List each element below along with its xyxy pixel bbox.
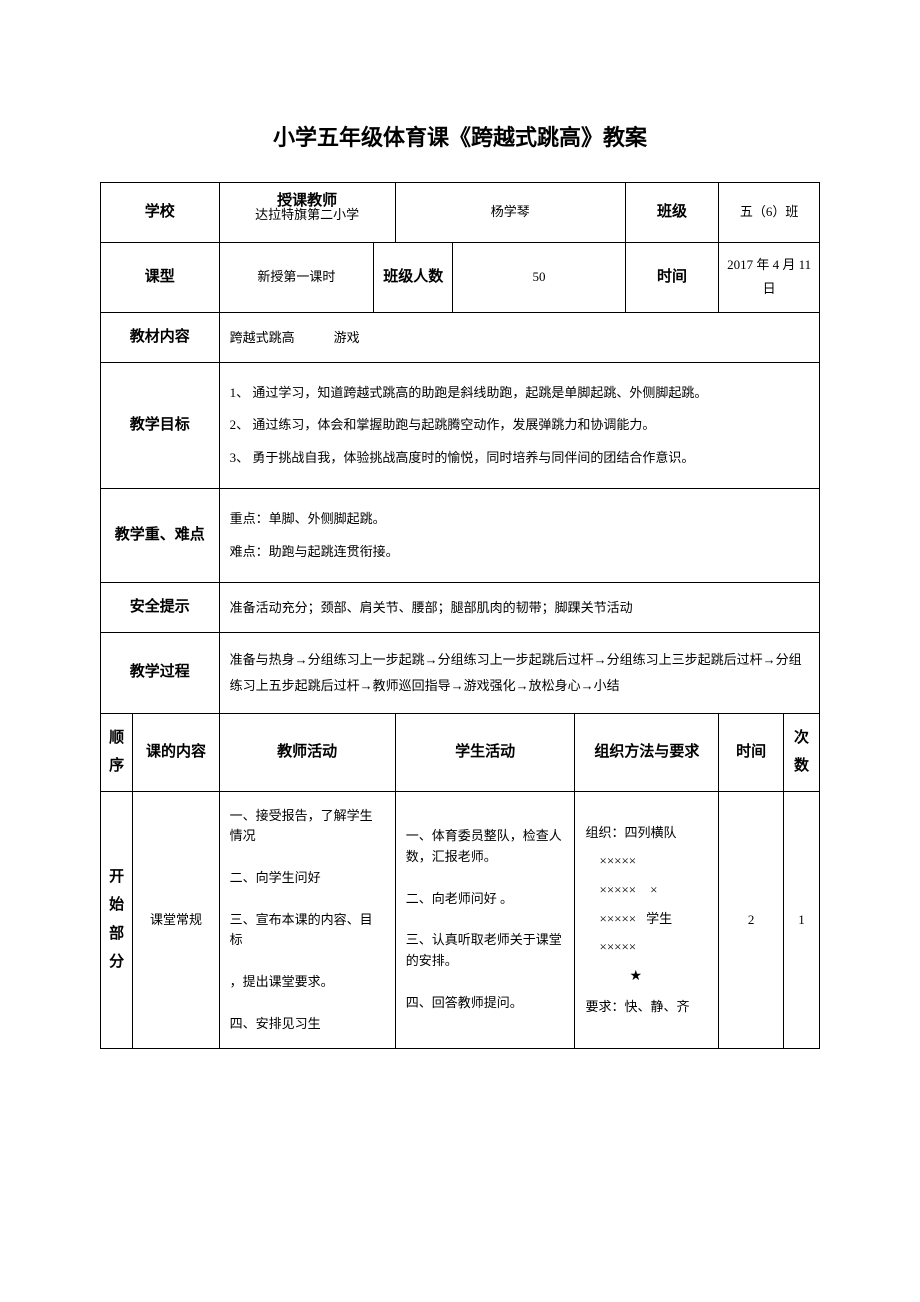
page-title: 小学五年级体育课《跨越式跳高》教案 bbox=[100, 120, 820, 152]
size-value: 50 bbox=[453, 242, 626, 312]
method-r4: ××××× bbox=[585, 933, 708, 962]
row1-time: 2 bbox=[719, 791, 784, 1049]
goal-3: 3、 勇于挑战自我，体验挑战高度时的愉悦，同时培养与同伴间的团结合作意识。 bbox=[230, 442, 809, 475]
process-label: 教学过程 bbox=[101, 632, 220, 713]
process-value: 准备与热身→分组练习上一步起跳→分组练习上一步起跳后过杆→分组练习上三步起跳后过… bbox=[219, 632, 819, 713]
lesson-plan-table: 学校 授课教师 达拉特旗第二小学 杨学琴 班级 五（6）班 课型 新授第一课时 … bbox=[100, 182, 820, 1049]
col-method: 组织方法与要求 bbox=[575, 713, 719, 791]
size-label: 班级人数 bbox=[374, 242, 453, 312]
method-r3a: ××××× bbox=[599, 905, 636, 934]
method-star: ★ bbox=[585, 962, 708, 993]
material-label: 教材内容 bbox=[101, 313, 220, 363]
class-label: 班级 bbox=[625, 183, 718, 243]
material-value: 跨越式跳高 游戏 bbox=[219, 313, 819, 363]
col-order: 顺序 bbox=[101, 713, 133, 791]
school-value-cell: 授课教师 达拉特旗第二小学 bbox=[219, 183, 395, 243]
row1-teacher: 一、接受报告，了解学生情况 二、向学生问好 三、宣布本课的内容、目标 ，提出课堂… bbox=[219, 791, 395, 1049]
goal-2: 2、 通过练习，体会和掌握助跑与起跳腾空动作，发展弹跳力和协调能力。 bbox=[230, 409, 809, 442]
diff-label: 教学重、难点 bbox=[101, 489, 220, 583]
time-label: 时间 bbox=[625, 242, 718, 312]
type-value: 新授第一课时 bbox=[219, 242, 374, 312]
diff-2: 难点：助跑与起跳连贯衔接。 bbox=[230, 536, 809, 569]
type-label: 课型 bbox=[101, 242, 220, 312]
method-r3b: 学生 bbox=[646, 905, 672, 934]
goal-1: 1、 通过学习，知道跨越式跳高的助跑是斜线助跑，起跳是单脚起跳、外侧脚起跳。 bbox=[230, 377, 809, 410]
row1-content: 课堂常规 bbox=[133, 791, 219, 1049]
col-time: 时间 bbox=[719, 713, 784, 791]
goals-label: 教学目标 bbox=[101, 362, 220, 489]
teacher-value: 杨学琴 bbox=[395, 183, 625, 243]
row1-method: 组织：四列横队 ××××× ××××× × ××××× 学生 ××××× ★ 要… bbox=[575, 791, 719, 1049]
safety-label: 安全提示 bbox=[101, 583, 220, 633]
method-pre: 组织：四列横队 bbox=[585, 819, 708, 848]
goals-value: 1、 通过学习，知道跨越式跳高的助跑是斜线助跑，起跳是单脚起跳、外侧脚起跳。 2… bbox=[219, 362, 819, 489]
diff-1: 重点：单脚、外侧脚起跳。 bbox=[230, 503, 809, 536]
method-r2a: ××××× bbox=[599, 876, 636, 905]
school-label: 学校 bbox=[101, 183, 220, 243]
class-value: 五（6）班 bbox=[719, 183, 820, 243]
method-r1: ××××× bbox=[585, 847, 708, 876]
safety-value: 准备活动充分；颈部、肩关节、腰部；腿部肌肉的韧带；脚踝关节活动 bbox=[219, 583, 819, 633]
col-count: 次数 bbox=[783, 713, 819, 791]
col-student: 学生活动 bbox=[395, 713, 575, 791]
row1-count: 1 bbox=[783, 791, 819, 1049]
row1-order: 开始部分 bbox=[101, 791, 133, 1049]
diff-value: 重点：单脚、外侧脚起跳。 难点：助跑与起跳连贯衔接。 bbox=[219, 489, 819, 583]
col-content: 课的内容 bbox=[133, 713, 219, 791]
time-value: 2017 年 4 月 11 日 bbox=[719, 242, 820, 312]
col-teacher: 教师活动 bbox=[219, 713, 395, 791]
method-r2b: × bbox=[650, 876, 657, 905]
row1-student: 一、体育委员整队，检查人数，汇报老师。 二、向老师问好 。 三、认真听取老师关于… bbox=[395, 791, 575, 1049]
teacher-label: 授课教师 bbox=[277, 187, 337, 216]
method-req: 要求：快、静、齐 bbox=[585, 993, 708, 1022]
